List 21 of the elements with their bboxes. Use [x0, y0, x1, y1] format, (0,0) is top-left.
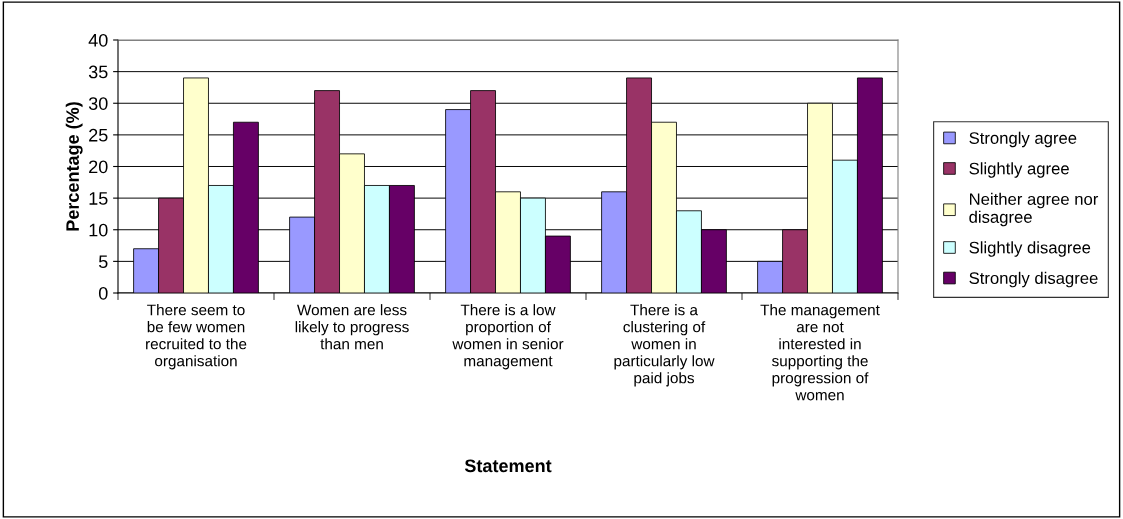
y-tick-label: 10	[89, 223, 108, 237]
legend-label: Slightly disagree	[969, 241, 1091, 257]
y-tick-label: 30	[88, 97, 108, 110]
y-tick-label: 40	[88, 33, 108, 47]
y-axis-title: Percentage (%)	[65, 102, 83, 231]
x-tick-label: There seem to be few women recruited to the organisation	[146, 304, 247, 370]
y-tick-label: 25	[89, 128, 108, 142]
y-tick-label: 20	[89, 160, 108, 174]
y-tick-label: 35	[88, 65, 108, 79]
legend-label: Slightly agree	[969, 162, 1069, 178]
x-axis-title: Statement	[464, 459, 552, 473]
legend-label: Strongly disagree	[969, 271, 1098, 288]
y-tick-label: 5	[98, 255, 108, 269]
x-tick-label: There is a clustering of women in particularly low paid jobs	[614, 304, 715, 387]
x-tick-label: The management are not interested in supporting the progression of women	[760, 304, 880, 401]
y-tick-label: 0	[98, 286, 108, 300]
y-tick-label: 15	[89, 192, 108, 205]
x-tick-label: There is a low proportion of women in senior management	[452, 304, 564, 370]
x-tick-label: Women are less likely to progress than men	[295, 304, 409, 350]
legend-label: Neither agree nor disagree	[969, 192, 1099, 227]
legend-label: Strongly agree	[969, 131, 1077, 148]
